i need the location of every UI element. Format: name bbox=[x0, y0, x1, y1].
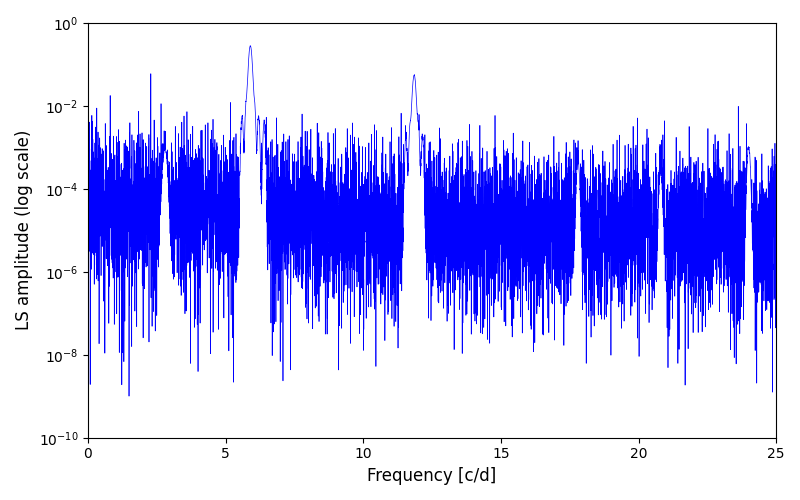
Y-axis label: LS amplitude (log scale): LS amplitude (log scale) bbox=[15, 130, 33, 330]
X-axis label: Frequency [c/d]: Frequency [c/d] bbox=[367, 467, 497, 485]
